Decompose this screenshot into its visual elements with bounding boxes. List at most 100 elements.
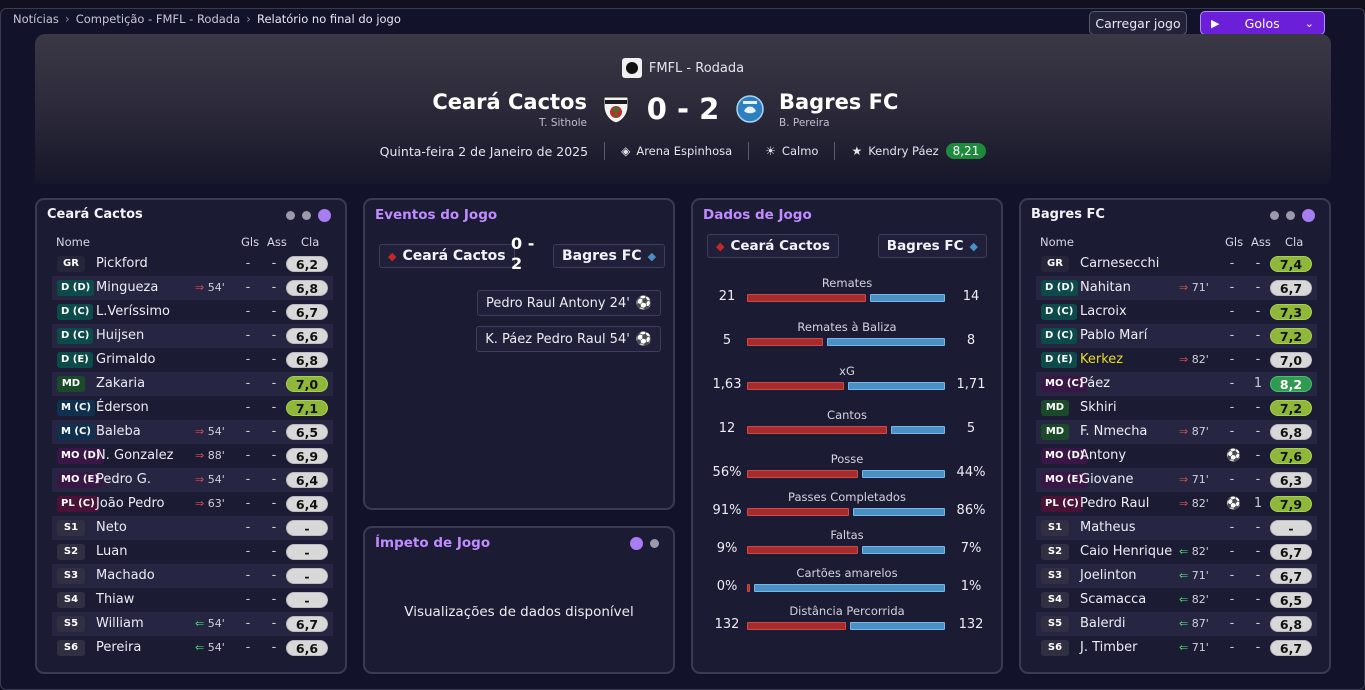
- player-name[interactable]: Pereira: [96, 640, 142, 655]
- player-row[interactable]: D (C) Lacroix - -7,3: [1036, 300, 1317, 324]
- col-rating[interactable]: Cla: [1285, 235, 1304, 249]
- player-row[interactable]: D (C) L.Veríssimo - -6,7: [52, 300, 333, 324]
- player-row[interactable]: S4 Scamacca ⇐ 82' - -6,5: [1036, 588, 1317, 612]
- player-name[interactable]: N. Gonzalez: [96, 448, 174, 463]
- player-of-match[interactable]: Kendry Páez: [868, 144, 939, 158]
- player-name[interactable]: William: [96, 616, 144, 631]
- load-match-button[interactable]: Carregar jogo: [1089, 11, 1187, 35]
- player-name[interactable]: J. Timber: [1080, 640, 1138, 655]
- col-goals[interactable]: Gls: [1225, 235, 1244, 249]
- col-name[interactable]: Nome: [56, 235, 90, 249]
- player-row[interactable]: PL (C) João Pedro ⇒ 63' - -6,4: [52, 492, 333, 516]
- view-dot-1-active[interactable]: [630, 537, 643, 550]
- view-dot-2[interactable]: [1286, 211, 1295, 220]
- goals-dropdown-button[interactable]: ▶ Golos ⌄: [1200, 11, 1325, 35]
- player-name[interactable]: Neto: [96, 520, 127, 535]
- view-dot-3-active[interactable]: [1302, 209, 1315, 222]
- player-name[interactable]: Zakaria: [96, 376, 146, 391]
- player-row[interactable]: D (C) Huijsen - -6,6: [52, 324, 333, 348]
- player-name[interactable]: Lacroix: [1080, 304, 1127, 319]
- player-name[interactable]: Skhiri: [1080, 400, 1117, 415]
- player-name[interactable]: Huijsen: [96, 328, 145, 343]
- player-row[interactable]: GR Pickford - -6,2: [52, 252, 333, 276]
- competition-name[interactable]: FMFL - Rodada: [648, 60, 745, 76]
- player-row[interactable]: M (C) Baleba ⇒ 54' - -6,5: [52, 420, 333, 444]
- breadcrumb-competition[interactable]: Competição - FMFL - Rodada: [75, 12, 241, 26]
- player-row[interactable]: S3 Machado - - -: [52, 564, 333, 588]
- player-row[interactable]: M (C) Éderson - -7,1: [52, 396, 333, 420]
- events-home-team[interactable]: ◆ Ceará Cactos: [379, 244, 515, 268]
- away-coach[interactable]: B. Pereira: [779, 117, 830, 129]
- player-row[interactable]: MO (C) Páez - 1 8,2: [1036, 372, 1317, 396]
- col-rating[interactable]: Cla: [301, 235, 320, 249]
- player-row[interactable]: S1 Neto - - -: [52, 516, 333, 540]
- player-name[interactable]: Baleba: [96, 424, 141, 439]
- event-goal-2[interactable]: K. Páez Pedro Raul 54' ⚽: [476, 326, 661, 352]
- player-name[interactable]: Machado: [96, 568, 155, 583]
- view-dot-3-active[interactable]: [318, 209, 331, 222]
- player-row[interactable]: GR Carnesecchi - -7,4: [1036, 252, 1317, 276]
- player-name[interactable]: Balerdi: [1080, 616, 1126, 631]
- player-name[interactable]: Thiaw: [96, 592, 135, 607]
- player-name[interactable]: Giovane: [1080, 472, 1134, 487]
- player-name[interactable]: Caio Henrique: [1080, 544, 1173, 559]
- player-row[interactable]: S1 Matheus - - -: [1036, 516, 1317, 540]
- player-name[interactable]: Páez: [1080, 376, 1111, 391]
- player-name[interactable]: Joelinton: [1080, 568, 1137, 583]
- player-name[interactable]: João Pedro: [96, 496, 165, 511]
- player-name[interactable]: Matheus: [1080, 520, 1136, 535]
- player-row[interactable]: D (D) Mingueza ⇒ 54' - -6,8: [52, 276, 333, 300]
- player-row[interactable]: PL (C) Pedro Raul ⇒ 82' ⚽ 1 7,9: [1036, 492, 1317, 516]
- player-name[interactable]: Luan: [96, 544, 128, 559]
- player-row[interactable]: D (E) Kerkez ⇒ 82' - -7,0: [1036, 348, 1317, 372]
- view-dot-1[interactable]: [1270, 211, 1279, 220]
- player-name[interactable]: Grimaldo: [96, 352, 156, 367]
- player-name[interactable]: Pedro Raul: [1080, 496, 1150, 511]
- player-row[interactable]: MD Zakaria - -7,0: [52, 372, 333, 396]
- player-row[interactable]: S6 J. Timber ⇐ 71' - -6,7: [1036, 636, 1317, 660]
- home-coach[interactable]: T. Sithole: [539, 117, 587, 129]
- player-row[interactable]: MD Skhiri - -7,2: [1036, 396, 1317, 420]
- player-row[interactable]: S2 Caio Henrique ⇐ 82' - -6,7: [1036, 540, 1317, 564]
- player-row[interactable]: MO (E) Giovane ⇒ 71' - -6,3: [1036, 468, 1317, 492]
- player-name[interactable]: L.Veríssimo: [96, 304, 170, 319]
- away-team-name[interactable]: Bagres FC: [779, 90, 899, 114]
- stats-home-team[interactable]: ◆ Ceará Cactos: [707, 234, 839, 258]
- event-goal-1[interactable]: Pedro Raul Antony 24' ⚽: [476, 290, 661, 316]
- player-row[interactable]: S5 William ⇐ 54' - -6,7: [52, 612, 333, 636]
- player-row[interactable]: D (D) Nahitan ⇒ 71' - -6,7: [1036, 276, 1317, 300]
- player-name[interactable]: F. Nmecha: [1080, 424, 1148, 439]
- player-row[interactable]: MO (E) Pedro G. ⇒ 54' - -6,4: [52, 468, 333, 492]
- view-dot-2[interactable]: [650, 539, 659, 548]
- player-row[interactable]: MD F. Nmecha ⇒ 87' - -6,8: [1036, 420, 1317, 444]
- player-row[interactable]: MO (D) N. Gonzalez ⇒ 88' - -6,9: [52, 444, 333, 468]
- col-goals[interactable]: Gls: [241, 235, 260, 249]
- player-row[interactable]: MO (D) Antony ⚽ -7,6: [1036, 444, 1317, 468]
- col-assists[interactable]: Ass: [1251, 235, 1271, 249]
- player-name[interactable]: Éderson: [96, 400, 149, 415]
- stats-away-team[interactable]: Bagres FC ◆: [877, 234, 987, 258]
- home-team-name[interactable]: Ceará Cactos: [432, 90, 587, 114]
- view-dot-2[interactable]: [302, 211, 311, 220]
- player-name[interactable]: Antony: [1080, 448, 1127, 463]
- player-row[interactable]: S5 Balerdi ⇐ 87' - -6,8: [1036, 612, 1317, 636]
- player-name[interactable]: Carnesecchi: [1080, 256, 1160, 271]
- player-name[interactable]: Mingueza: [96, 280, 159, 295]
- col-name[interactable]: Nome: [1040, 235, 1074, 249]
- player-name[interactable]: Pedro G.: [96, 472, 151, 487]
- view-dot-1[interactable]: [286, 211, 295, 220]
- player-row[interactable]: S2 Luan - - -: [52, 540, 333, 564]
- player-name[interactable]: Nahitan: [1080, 280, 1131, 295]
- stadium-name[interactable]: Arena Espinhosa: [636, 144, 733, 158]
- player-name[interactable]: Scamacca: [1080, 592, 1147, 607]
- player-name[interactable]: Pablo Marí: [1080, 328, 1148, 343]
- col-assists[interactable]: Ass: [267, 235, 287, 249]
- player-row[interactable]: D (E) Grimaldo - -6,8: [52, 348, 333, 372]
- player-name[interactable]: Kerkez: [1080, 352, 1124, 367]
- player-row[interactable]: D (C) Pablo Marí - -7,2: [1036, 324, 1317, 348]
- breadcrumb-news[interactable]: Notícias: [13, 12, 59, 26]
- player-row[interactable]: S3 Joelinton ⇐ 71' - -6,7: [1036, 564, 1317, 588]
- player-row[interactable]: S4 Thiaw - - -: [52, 588, 333, 612]
- player-row[interactable]: S6 Pereira ⇐ 54' - -6,6: [52, 636, 333, 660]
- events-away-team[interactable]: Bagres FC ◆: [553, 244, 666, 268]
